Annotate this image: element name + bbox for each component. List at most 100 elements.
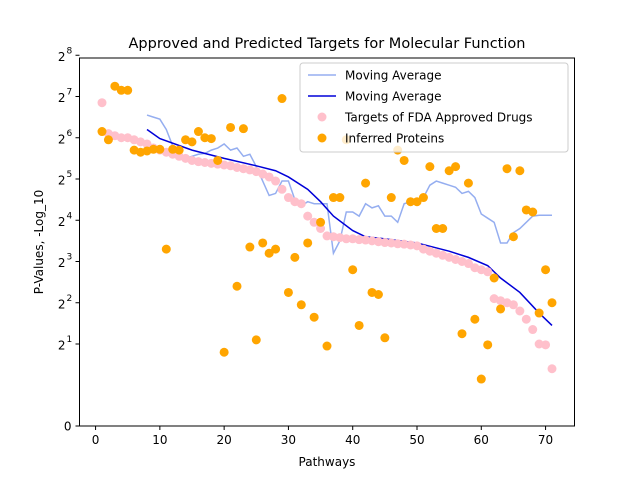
inferred-protein-point-10	[161, 244, 171, 254]
fda-target-point-57	[463, 259, 473, 269]
inferred-protein-point-41	[361, 178, 371, 188]
inferred-protein-point-26	[264, 248, 274, 258]
x-tick-label-5: 50	[409, 433, 424, 447]
inferred-protein-point-62	[496, 304, 506, 314]
moving-average-line-1	[146, 114, 552, 256]
inferred-protein-point-12	[174, 145, 184, 155]
inferred-protein-point-37	[335, 193, 345, 203]
y-axis: 02 12 22 32 42 52 62 72 8	[58, 46, 80, 434]
y-tick-label-4: 2	[58, 215, 66, 229]
inferred-protein-point-8	[148, 144, 158, 154]
legend-label-0: Moving Average	[345, 69, 441, 83]
inferred-protein-point-34	[316, 217, 326, 227]
x-tick-label-7: 70	[538, 433, 553, 447]
legend-box	[299, 62, 569, 153]
fda-target-point-28	[277, 184, 287, 194]
y-tick-exponent-6: 6	[67, 129, 73, 139]
inferred-protein-point-23	[245, 242, 255, 252]
inferred-protein-point-50	[418, 193, 428, 203]
legend-dot-swatch-3	[317, 133, 327, 143]
y-tick-label-2: 2	[58, 297, 66, 311]
inferred-protein-point-31	[296, 300, 306, 310]
inferred-protein-point-17	[206, 134, 216, 144]
inferred-protein-point-63	[502, 164, 512, 174]
y-axis-title: P-Values, -Log_10	[32, 190, 46, 294]
inferred-protein-point-35	[322, 341, 332, 351]
legend: Moving Average Moving Average Targets of F…	[299, 62, 569, 153]
inferred-protein-point-56	[457, 329, 467, 339]
y-tick-label-8: 2	[58, 50, 66, 64]
inferred-protein-point-27	[271, 244, 281, 254]
legend-label-1: Moving Average	[345, 90, 441, 104]
inferred-protein-point-44	[380, 333, 390, 343]
inferred-protein-point-53	[438, 224, 448, 233]
inferred-protein-point-43	[373, 290, 383, 299]
fda-target-point-70	[547, 364, 557, 374]
inferred-protein-point-4	[123, 85, 133, 95]
fda-target-point-31	[296, 199, 306, 209]
y-tick-exponent-1: 1	[67, 335, 73, 345]
y-tick-exponent-7: 7	[67, 88, 73, 98]
inferred-protein-point-52	[431, 224, 441, 233]
inferred-protein-point-28	[277, 94, 287, 104]
fda-target-point-66	[521, 314, 531, 324]
fda-target-point-32	[303, 211, 313, 221]
inferred-protein-point-25	[258, 238, 268, 248]
x-tick-label-1: 10	[152, 433, 167, 447]
inferred-protein-point-22	[238, 124, 248, 134]
y-tick-label-6: 2	[58, 132, 66, 146]
moving-average-line-2	[146, 128, 553, 326]
inferred-protein-point-59	[476, 374, 486, 384]
inferred-protein-point-32	[303, 238, 313, 248]
inferred-protein-point-20	[226, 122, 236, 132]
axes-spines	[79, 57, 575, 427]
series-layer	[97, 81, 557, 384]
y-tick-label-5: 2	[58, 174, 66, 188]
fda-target-point-27	[271, 176, 281, 186]
fda-target-point-64	[508, 300, 518, 310]
fda-target-point-65	[515, 306, 525, 316]
y-tick-exponent-3: 3	[67, 253, 73, 263]
inferred-protein-point-51	[425, 162, 435, 172]
inferred-protein-point-19	[219, 347, 229, 357]
legend-label-3: Inferred Proteins	[345, 132, 444, 146]
inferred-protein-point-24	[251, 335, 261, 345]
y-tick-exponent-2: 2	[67, 294, 73, 304]
legend-dot-swatch-2	[317, 112, 327, 122]
inferred-protein-point-36	[328, 193, 338, 203]
inferred-protein-point-67	[528, 207, 538, 217]
y-tick-label-7: 2	[58, 91, 66, 105]
legend-label-2: Targets of FDA Approved Drugs	[344, 111, 533, 125]
fda-target-point-0	[97, 98, 107, 108]
x-axis-title: Pathways	[299, 455, 356, 469]
x-axis: 0 10 20 30 40 50 60 70	[92, 426, 553, 447]
y-tick-label-0: 0	[64, 420, 72, 434]
fda-target-point-33	[309, 217, 319, 227]
inferred-protein-point-47	[399, 155, 409, 165]
inferred-protein-point-3	[116, 85, 126, 95]
inferred-protein-point-55	[451, 162, 461, 172]
inferred-protein-point-2	[110, 81, 120, 91]
inferred-protein-point-1	[103, 135, 113, 145]
y-tick-exponent-8: 8	[67, 46, 73, 56]
inferred-protein-point-45	[386, 193, 396, 203]
inferred-protein-point-57	[463, 178, 473, 188]
inferred-protein-point-48	[406, 197, 416, 207]
x-tick-label-4: 40	[345, 433, 360, 447]
y-tick-label-1: 2	[58, 339, 66, 353]
inferred-protein-point-29	[283, 287, 293, 297]
fda-target-point-40	[354, 235, 364, 245]
chart-title: Approved and Predicted Targets for Molec…	[129, 36, 526, 52]
inferred-protein-point-33	[309, 312, 319, 322]
fda-target-point-7	[142, 139, 152, 149]
fda-target-point-3	[116, 133, 126, 143]
x-tick-label-6: 60	[474, 433, 489, 447]
fda-target-point-34	[316, 224, 326, 233]
inferred-protein-point-0	[97, 127, 107, 137]
inferred-protein-point-49	[412, 197, 422, 207]
inferred-protein-point-70	[547, 298, 557, 308]
inferred-protein-point-68	[534, 308, 544, 318]
inferred-protein-point-58	[470, 314, 480, 324]
fda-target-point-44	[380, 238, 390, 248]
